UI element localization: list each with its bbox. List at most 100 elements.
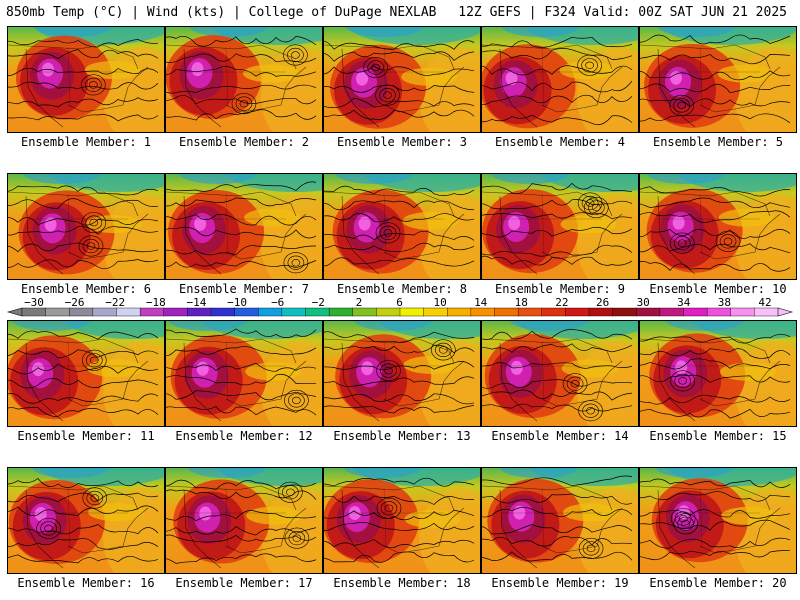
colorbar-swatch: [517, 307, 543, 317]
colorbar-tick-label: −26: [65, 298, 85, 309]
colorbar-swatch: [139, 307, 165, 317]
colorbar-tick-label: 26: [596, 298, 609, 309]
colorbar-swatch: [69, 307, 94, 317]
model-run-info: 12Z GEFS | F324 Valid: 00Z SAT JUN 21 20…: [458, 5, 787, 20]
map-graphic: [640, 27, 796, 132]
member-label: Ensemble Member: 17: [175, 576, 313, 590]
temperature-map: [7, 26, 165, 133]
temperature-map: [165, 173, 323, 280]
member-label: Ensemble Member: 1: [20, 135, 152, 149]
map-graphic: [324, 468, 480, 573]
temperature-map: [639, 467, 797, 574]
colorbar-swatch: [730, 307, 755, 317]
map-graphic: [8, 27, 164, 132]
colorbar-swatch: [187, 307, 212, 317]
map-graphic: [166, 321, 322, 426]
colorbar-swatch: [305, 307, 330, 317]
map-graphic: [324, 321, 480, 426]
colorbar-swatch: [116, 307, 141, 317]
temperature-map: [7, 467, 165, 574]
colorbar-tick-label: −22: [105, 298, 125, 309]
colorbar-swatch: [423, 307, 448, 317]
colorbar-tick-label: 18: [515, 298, 528, 309]
colorbar-tick-label: −10: [227, 298, 247, 309]
map-graphic: [8, 321, 164, 426]
ensemble-member-panel: Ensemble Member: 16: [7, 467, 165, 592]
temperature-map: [639, 26, 797, 133]
map-graphic: [482, 321, 638, 426]
ensemble-member-panel: Ensemble Member: 18: [323, 467, 481, 592]
member-label: Ensemble Member: 7: [178, 282, 310, 296]
map-graphic: [166, 174, 322, 279]
colorbar-swatch: [258, 307, 283, 317]
member-label: Ensemble Member: 3: [336, 135, 468, 149]
colorbar-swatch: [565, 307, 590, 317]
map-graphic: [640, 321, 796, 426]
ensemble-member-panel: Ensemble Member: 8: [323, 173, 481, 298]
temperature-map: [323, 320, 481, 427]
temperature-map: [481, 26, 639, 133]
map-graphic: [166, 468, 322, 573]
colorbar-swatch: [234, 307, 259, 317]
temperature-colorbar: −30 −26 −22 −18 −14 −10 −6 −2 2 6 10 14 18 22 26 30 34 38…: [0, 298, 800, 320]
ensemble-member-panel: Ensemble Member: 15: [639, 320, 797, 445]
temperature-map: [165, 467, 323, 574]
temperature-map: [323, 173, 481, 280]
colorbar-swatch: [163, 307, 188, 317]
ensemble-member-panel: Ensemble Member: 14: [481, 320, 639, 445]
colorbar-swatch: [281, 307, 307, 317]
ensemble-member-panel: Ensemble Member: 3: [323, 26, 481, 151]
map-graphic: [8, 174, 164, 279]
ensemble-member-panel: Ensemble Member: 20: [639, 467, 797, 592]
colorbar-swatch: [210, 307, 236, 317]
colorbar-swatch: [588, 307, 614, 317]
member-label: Ensemble Member: 19: [491, 576, 629, 590]
temperature-map: [481, 173, 639, 280]
colorbar-swatch: [21, 307, 47, 317]
colorbar-swatch: [352, 307, 377, 317]
ensemble-member-panel: Ensemble Member: 7: [165, 173, 323, 298]
colorbar-swatch: [659, 307, 685, 317]
colorbar-swatch: [683, 307, 708, 317]
colorbar-arrow-left: [6, 307, 23, 317]
colorbar-swatch: [612, 307, 637, 317]
ensemble-member-panel: Ensemble Member: 11: [7, 320, 165, 445]
ensemble-member-panel: Ensemble Member: 2: [165, 26, 323, 151]
map-graphic: [482, 27, 638, 132]
ensemble-member-panel: Ensemble Member: 6: [7, 173, 165, 298]
colorbar-swatch: [706, 307, 732, 317]
map-graphic: [8, 468, 164, 573]
temperature-map: [7, 173, 165, 280]
colorbar-swatch: [45, 307, 70, 317]
member-label: Ensemble Member: 11: [17, 429, 155, 443]
member-label: Ensemble Member: 12: [175, 429, 313, 443]
ensemble-member-panel: Ensemble Member: 12: [165, 320, 323, 445]
member-label: Ensemble Member: 8: [336, 282, 468, 296]
colorbar-tick-label: −18: [146, 298, 166, 309]
member-label: Ensemble Member: 20: [649, 576, 787, 590]
colorbar-tick-label: −14: [186, 298, 206, 309]
colorbar-arrow-right: [777, 307, 794, 317]
colorbar-swatch: [754, 307, 779, 317]
colorbar-tick-label: 30: [637, 298, 650, 309]
map-graphic: [324, 174, 480, 279]
colorbar-swatch: [399, 307, 425, 317]
temperature-map: [165, 26, 323, 133]
temperature-map: [481, 467, 639, 574]
colorbar-tick-label: −2: [312, 298, 325, 309]
colorbar-swatch: [494, 307, 519, 317]
header: 850mb Temp (°C) | Wind (kts) | College o…: [0, 0, 800, 24]
colorbar-tick-label: 22: [555, 298, 568, 309]
temperature-map: [7, 320, 165, 427]
colorbar-tick-label: −30: [24, 298, 44, 309]
map-graphic: [482, 174, 638, 279]
colorbar-swatch: [92, 307, 118, 317]
map-graphic: [324, 27, 480, 132]
colorbar-swatch: [541, 307, 566, 317]
map-graphic: [640, 468, 796, 573]
member-label: Ensemble Member: 9: [494, 282, 626, 296]
colorbar-tick-label: 34: [677, 298, 691, 309]
colorbar-swatch: [376, 307, 401, 317]
colorbar-swatch: [636, 307, 661, 317]
member-label: Ensemble Member: 10: [649, 282, 787, 296]
